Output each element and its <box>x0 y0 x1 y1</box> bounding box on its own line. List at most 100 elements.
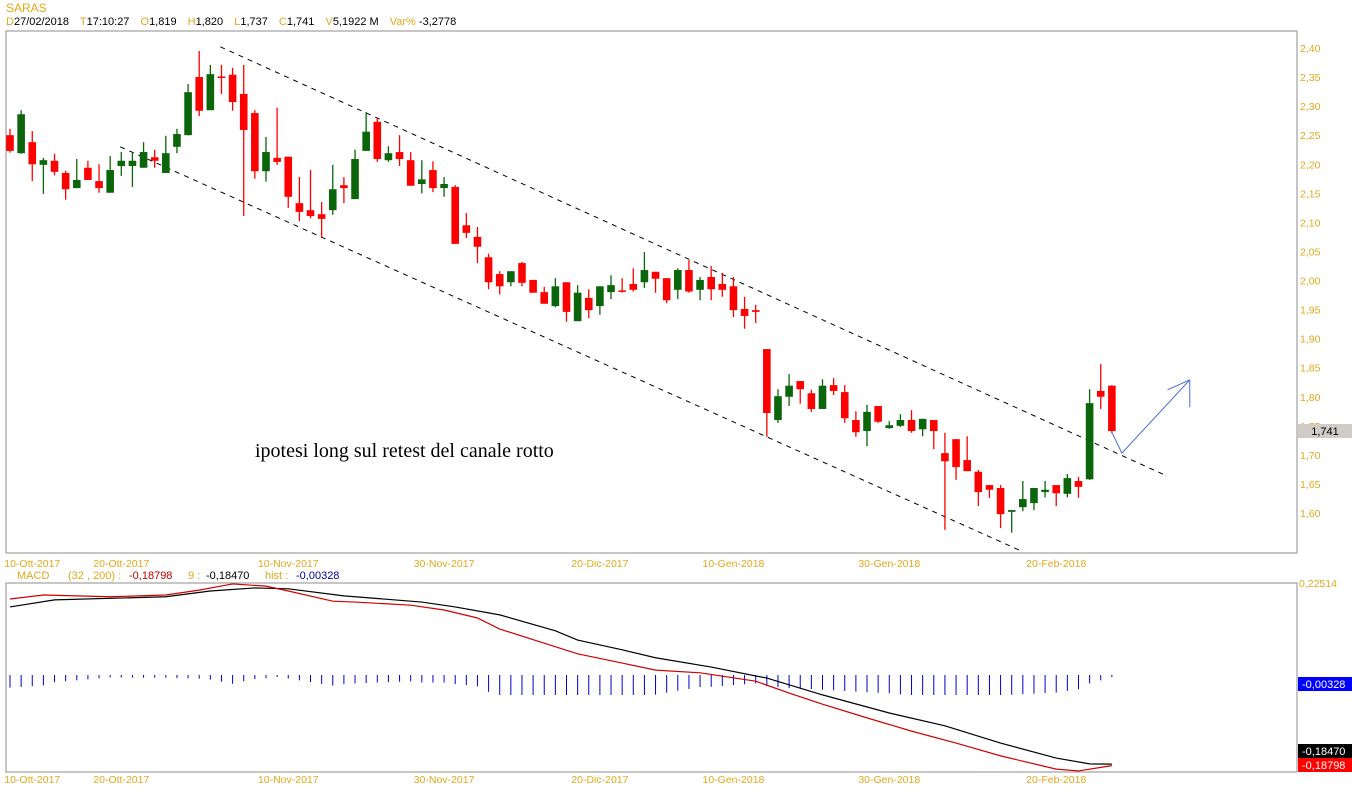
candle-body <box>317 214 326 219</box>
candle <box>607 275 615 300</box>
candle <box>1063 474 1072 498</box>
price-tick-label: 1,85 <box>1300 363 1321 375</box>
candle <box>785 374 793 407</box>
candle <box>84 160 92 180</box>
candle <box>963 436 971 472</box>
price-tick-label: 2,40 <box>1300 43 1321 55</box>
candle <box>6 128 14 153</box>
candle-body <box>173 134 181 147</box>
date-tick-label: 30-Nov-2017 <box>414 558 475 570</box>
candle <box>996 485 1005 529</box>
volume-key: V <box>325 16 333 28</box>
arrow-shaft <box>1111 379 1191 455</box>
hist-value-box <box>1298 677 1352 691</box>
candle <box>507 271 515 287</box>
candle-body <box>807 393 816 409</box>
candle-body <box>39 160 48 165</box>
candle <box>306 170 315 219</box>
candle-body <box>718 283 727 290</box>
hist-key: hist : <box>265 570 288 582</box>
date-tick-label: 10-Ott-2017 <box>4 774 60 786</box>
date-tick-label: 10-Gen-2018 <box>703 774 765 786</box>
date-tick-label: 20-Dic-2017 <box>571 558 628 570</box>
upper-channel-line <box>220 46 1166 476</box>
candle <box>618 278 626 293</box>
candle-body <box>162 153 170 173</box>
candle <box>117 152 126 176</box>
candle-body <box>484 257 493 283</box>
price-tick-label: 2,25 <box>1300 130 1321 142</box>
close-key: C <box>278 16 287 28</box>
candle <box>95 164 103 193</box>
low-key: L <box>234 16 241 28</box>
low-value: 1,737 <box>240 16 268 28</box>
macd-legend: MACD (32 , 200) : -0,18798 9 : -0,18470 … <box>17 570 339 582</box>
price-tick-label: 2,15 <box>1300 188 1321 200</box>
candle <box>106 156 114 193</box>
candle-body <box>195 77 204 111</box>
candle <box>295 177 304 222</box>
candle-body <box>507 271 515 283</box>
candle-body <box>228 74 237 103</box>
candle-body <box>796 381 805 390</box>
candle <box>818 379 827 409</box>
candle-body <box>874 406 882 422</box>
candle-body <box>184 92 192 136</box>
candle <box>941 432 949 530</box>
projection-arrow <box>1111 379 1191 455</box>
candle <box>584 289 593 319</box>
candle-body <box>551 286 560 307</box>
candle-body <box>840 392 849 419</box>
candle-body <box>395 152 404 160</box>
candle <box>1052 485 1061 507</box>
candle <box>395 135 404 166</box>
candle-body <box>72 179 81 189</box>
date-tick-label: 30-Gen-2018 <box>858 774 920 786</box>
candle-body <box>963 460 971 472</box>
candle <box>685 260 693 293</box>
date-value: 27/02/2018 <box>13 16 70 28</box>
candle <box>573 285 582 322</box>
candle-body <box>206 74 215 111</box>
candle-body <box>996 488 1005 515</box>
volume-value: 5,1922 M <box>332 16 379 28</box>
candle-body <box>217 76 226 78</box>
candle-body <box>562 282 571 312</box>
candle-body <box>384 153 393 161</box>
candle-body <box>1041 489 1049 493</box>
price-tick-label: 2,10 <box>1300 217 1321 229</box>
candle <box>418 160 426 194</box>
candle-body <box>50 160 59 172</box>
candle <box>529 279 537 293</box>
candle <box>829 378 838 396</box>
candle <box>262 136 270 182</box>
candle-body <box>462 225 471 233</box>
macd-lines <box>9 583 1112 772</box>
candle <box>629 268 638 292</box>
candle <box>473 227 482 264</box>
candle <box>128 152 137 187</box>
candle-body <box>696 279 704 290</box>
candle <box>139 142 148 168</box>
candle-body <box>685 270 693 292</box>
close-value: 1,741 <box>286 16 315 28</box>
candle <box>974 469 983 507</box>
candle-body <box>529 279 537 293</box>
price-tick-label: 1,70 <box>1300 450 1321 462</box>
candle-body <box>518 263 526 283</box>
candle-body <box>774 396 782 420</box>
candle-body <box>106 170 114 193</box>
candle <box>206 64 215 111</box>
candle <box>184 84 192 136</box>
macd-axis-top-label: 0,22514 <box>1299 578 1337 590</box>
candle <box>662 278 671 304</box>
candle <box>918 418 927 437</box>
macd-value: -0,18798 <box>129 570 172 582</box>
candle-body <box>974 471 983 493</box>
candle <box>384 146 393 162</box>
candle-body <box>907 420 916 432</box>
macd-panel-frame <box>5 582 1298 773</box>
date-tick-label: 30-Gen-2018 <box>858 558 920 570</box>
candle <box>273 107 281 165</box>
